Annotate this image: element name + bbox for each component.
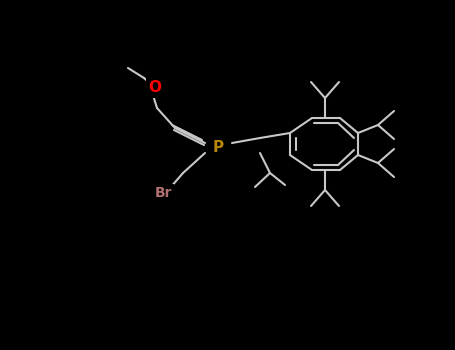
- Text: P: P: [212, 140, 223, 155]
- Text: Br: Br: [154, 186, 172, 200]
- Text: O: O: [148, 80, 162, 96]
